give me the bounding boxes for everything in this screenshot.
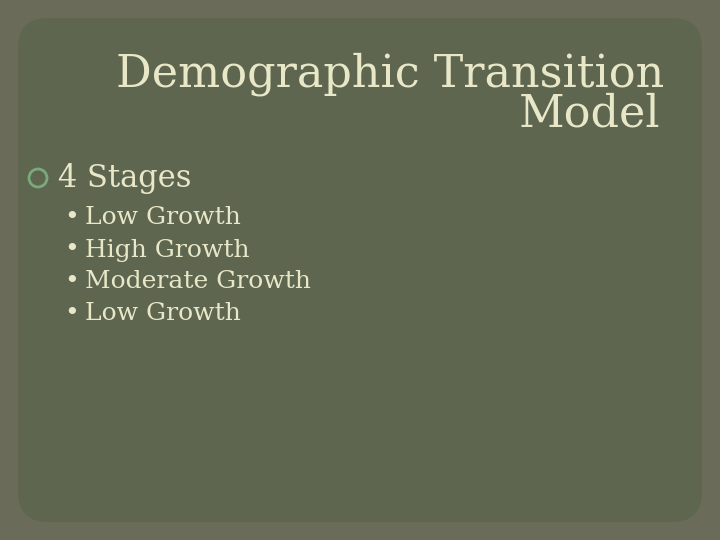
Text: •: • — [65, 239, 79, 261]
Text: •: • — [65, 206, 79, 230]
Text: •: • — [65, 271, 79, 294]
Text: Moderate Growth: Moderate Growth — [85, 271, 311, 294]
Text: Low Growth: Low Growth — [85, 302, 241, 326]
Text: 4 Stages: 4 Stages — [58, 163, 192, 193]
Text: High Growth: High Growth — [85, 239, 250, 261]
Text: Model: Model — [519, 92, 661, 135]
Text: Low Growth: Low Growth — [85, 206, 241, 230]
Text: Demographic Transition: Demographic Transition — [116, 52, 664, 96]
Text: •: • — [65, 302, 79, 326]
FancyBboxPatch shape — [18, 18, 702, 522]
